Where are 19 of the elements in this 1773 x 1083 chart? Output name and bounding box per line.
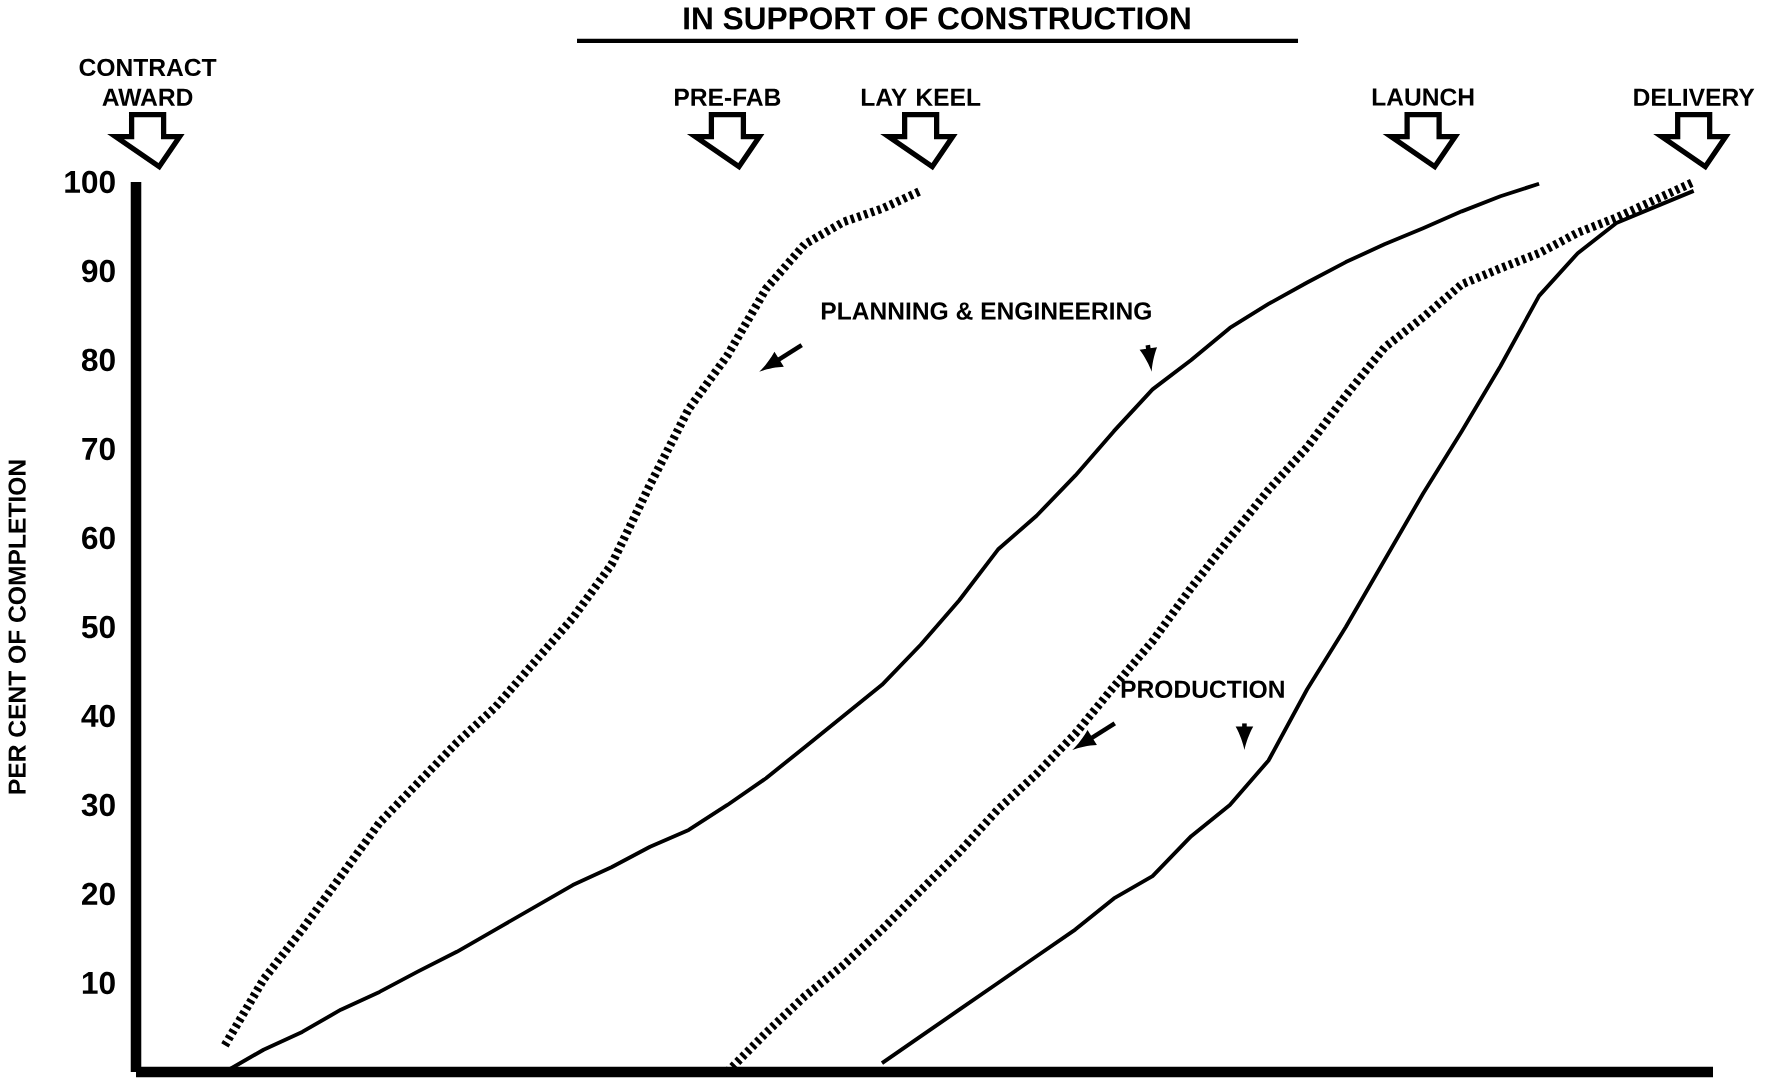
y-tick-label: 70 xyxy=(82,437,115,461)
y-tick-label: 100 xyxy=(65,170,115,194)
x-tick-label: LAUNCH xyxy=(1372,88,1474,106)
y-tick-label: 50 xyxy=(81,615,115,639)
y-tick-label: 30 xyxy=(81,793,115,817)
y-tick-label: 20 xyxy=(82,882,115,906)
x-tick-label: CONTRACT AWARD xyxy=(79,58,217,106)
y-axis-title: PER CENT OF COMPLETION xyxy=(8,460,26,794)
y-tick-label: 60 xyxy=(82,526,115,550)
annotation: PLANNING & ENGINEERING xyxy=(821,302,1151,320)
y-tick-label: 90 xyxy=(82,259,115,283)
x-tick-label: DELIVERY xyxy=(1634,88,1755,106)
y-tick-label: 80 xyxy=(81,348,115,372)
y-tick-label: 10 xyxy=(82,971,115,995)
y-tick-label: 40 xyxy=(81,704,115,728)
chart-title: IN SUPPORT OF CONSTRUCTION xyxy=(684,7,1190,30)
x-tick-label: LAY KEEL xyxy=(861,88,981,106)
x-tick-label: PRE-FAB xyxy=(675,88,781,106)
annotation: PRODUCTION xyxy=(1121,680,1284,698)
